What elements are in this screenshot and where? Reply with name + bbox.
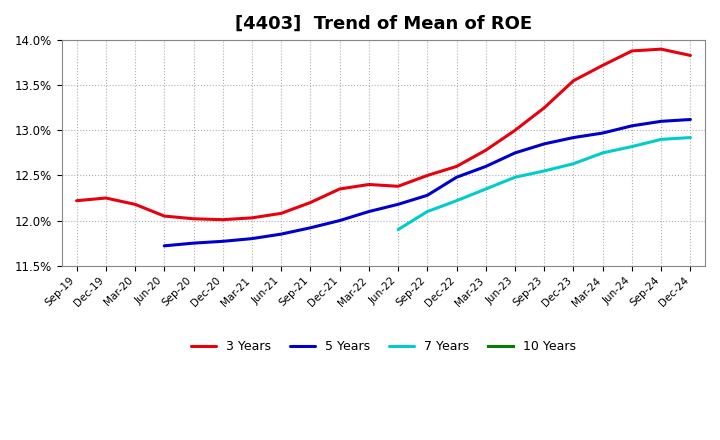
- Title: [4403]  Trend of Mean of ROE: [4403] Trend of Mean of ROE: [235, 15, 532, 33]
- 7 Years: [628, 144, 636, 149]
- 3 Years: [364, 182, 373, 187]
- Line: 7 Years: 7 Years: [398, 138, 690, 230]
- 5 Years: [306, 225, 315, 231]
- 5 Years: [160, 243, 168, 249]
- 7 Years: [510, 175, 519, 180]
- 3 Years: [628, 48, 636, 54]
- Legend: 3 Years, 5 Years, 7 Years, 10 Years: 3 Years, 5 Years, 7 Years, 10 Years: [186, 335, 581, 358]
- 3 Years: [510, 128, 519, 133]
- 7 Years: [482, 187, 490, 192]
- 5 Years: [569, 135, 577, 140]
- 5 Years: [277, 231, 286, 237]
- 7 Years: [394, 227, 402, 232]
- 5 Years: [598, 130, 607, 136]
- 5 Years: [189, 241, 198, 246]
- 7 Years: [598, 150, 607, 155]
- 5 Years: [218, 238, 227, 244]
- 3 Years: [72, 198, 81, 203]
- 3 Years: [160, 213, 168, 219]
- Line: 5 Years: 5 Years: [164, 120, 690, 246]
- 3 Years: [248, 215, 256, 220]
- 7 Years: [452, 198, 461, 203]
- 3 Years: [686, 53, 695, 58]
- 5 Years: [540, 141, 549, 147]
- 3 Years: [277, 211, 286, 216]
- 3 Years: [482, 147, 490, 153]
- 7 Years: [686, 135, 695, 140]
- 5 Years: [628, 123, 636, 128]
- 3 Years: [218, 217, 227, 222]
- 3 Years: [569, 78, 577, 83]
- 5 Years: [657, 119, 665, 124]
- 3 Years: [189, 216, 198, 221]
- Line: 3 Years: 3 Years: [76, 49, 690, 220]
- 3 Years: [657, 47, 665, 52]
- 7 Years: [569, 161, 577, 166]
- 5 Years: [394, 202, 402, 207]
- 3 Years: [540, 105, 549, 110]
- 3 Years: [131, 202, 140, 207]
- 5 Years: [452, 175, 461, 180]
- 7 Years: [657, 137, 665, 142]
- 5 Years: [510, 150, 519, 155]
- 5 Years: [482, 164, 490, 169]
- 3 Years: [306, 200, 315, 205]
- 5 Years: [686, 117, 695, 122]
- 7 Years: [423, 209, 432, 214]
- 5 Years: [364, 209, 373, 214]
- 3 Years: [394, 183, 402, 189]
- 5 Years: [248, 236, 256, 241]
- 5 Years: [336, 218, 344, 223]
- 5 Years: [423, 193, 432, 198]
- 7 Years: [540, 169, 549, 174]
- 3 Years: [598, 63, 607, 68]
- 3 Years: [423, 173, 432, 178]
- 3 Years: [452, 164, 461, 169]
- 3 Years: [102, 195, 110, 201]
- 3 Years: [336, 187, 344, 192]
